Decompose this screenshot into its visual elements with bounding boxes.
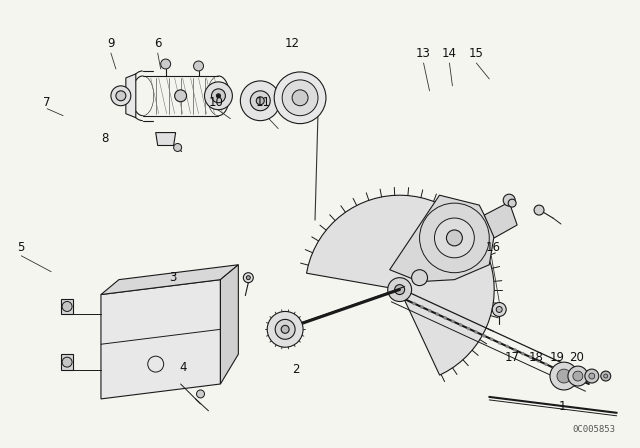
Circle shape (444, 316, 447, 319)
Text: 15: 15 (469, 47, 484, 60)
Text: 14: 14 (442, 47, 457, 60)
Circle shape (246, 276, 250, 280)
Circle shape (467, 327, 470, 330)
Circle shape (211, 89, 225, 103)
Circle shape (459, 323, 462, 327)
Circle shape (550, 362, 578, 390)
Text: 5: 5 (18, 241, 25, 254)
Circle shape (589, 373, 595, 379)
Text: 19: 19 (550, 351, 564, 364)
Circle shape (268, 311, 303, 347)
Circle shape (545, 363, 548, 366)
Text: 7: 7 (44, 96, 51, 109)
Circle shape (498, 341, 501, 345)
Text: 20: 20 (570, 351, 584, 364)
Circle shape (435, 218, 474, 258)
Circle shape (241, 81, 280, 121)
Text: 18: 18 (529, 351, 543, 364)
Circle shape (205, 82, 232, 110)
Circle shape (475, 331, 477, 334)
Circle shape (503, 194, 515, 206)
Text: 2: 2 (292, 362, 300, 375)
Circle shape (529, 356, 532, 359)
Circle shape (560, 370, 563, 373)
Polygon shape (61, 354, 73, 370)
Circle shape (275, 319, 295, 339)
Circle shape (281, 325, 289, 333)
Circle shape (604, 374, 608, 378)
Circle shape (173, 143, 182, 151)
Circle shape (428, 309, 431, 312)
Circle shape (506, 345, 509, 348)
Circle shape (552, 366, 556, 370)
Circle shape (161, 59, 171, 69)
Text: 11: 11 (256, 96, 271, 109)
Circle shape (243, 273, 253, 283)
Polygon shape (484, 202, 517, 238)
Circle shape (412, 270, 428, 286)
Text: 12: 12 (285, 37, 300, 50)
Circle shape (196, 390, 205, 398)
Circle shape (256, 97, 264, 105)
Text: 1: 1 (558, 401, 566, 414)
Circle shape (483, 334, 486, 337)
Circle shape (413, 302, 415, 305)
Circle shape (451, 320, 454, 323)
Circle shape (116, 91, 126, 101)
Circle shape (216, 94, 220, 98)
Circle shape (522, 352, 524, 355)
Circle shape (601, 371, 611, 381)
Circle shape (250, 91, 270, 111)
Text: 6: 6 (154, 37, 161, 50)
Polygon shape (126, 74, 136, 118)
Polygon shape (61, 298, 73, 314)
Circle shape (282, 80, 318, 116)
Polygon shape (390, 195, 494, 282)
Circle shape (111, 86, 131, 106)
Circle shape (388, 278, 412, 302)
Circle shape (557, 369, 571, 383)
Polygon shape (307, 195, 494, 375)
Circle shape (62, 357, 72, 367)
Text: 0C005853: 0C005853 (573, 425, 616, 434)
Circle shape (573, 371, 583, 381)
Text: 17: 17 (505, 351, 520, 364)
Circle shape (537, 359, 540, 362)
Polygon shape (220, 265, 238, 384)
Text: 10: 10 (209, 96, 224, 109)
Circle shape (274, 72, 326, 124)
Circle shape (585, 369, 599, 383)
Text: 9: 9 (107, 37, 115, 50)
Circle shape (513, 349, 516, 352)
Polygon shape (156, 133, 175, 146)
Circle shape (534, 205, 544, 215)
Circle shape (447, 230, 462, 246)
Circle shape (175, 90, 187, 102)
Text: 4: 4 (180, 361, 188, 374)
Circle shape (420, 306, 423, 309)
Polygon shape (101, 280, 220, 399)
Circle shape (508, 199, 516, 207)
Circle shape (62, 302, 72, 311)
Text: 8: 8 (101, 132, 109, 145)
Circle shape (395, 284, 404, 294)
Circle shape (193, 61, 204, 71)
Circle shape (496, 306, 502, 312)
Circle shape (490, 338, 493, 341)
Text: 13: 13 (416, 47, 431, 60)
Circle shape (568, 366, 588, 386)
Circle shape (492, 302, 506, 316)
Text: 16: 16 (486, 241, 500, 254)
Polygon shape (101, 265, 238, 294)
Circle shape (436, 313, 439, 316)
Text: 3: 3 (169, 271, 177, 284)
Circle shape (292, 90, 308, 106)
